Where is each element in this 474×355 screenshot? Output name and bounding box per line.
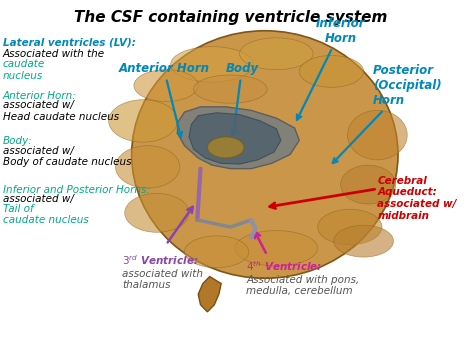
Polygon shape [178, 107, 299, 169]
Ellipse shape [347, 110, 407, 160]
Text: Inferior
Horn: Inferior Horn [297, 17, 365, 120]
Ellipse shape [341, 165, 396, 204]
Ellipse shape [184, 236, 249, 268]
Text: caudate
nucleus: caudate nucleus [3, 59, 45, 81]
Text: associated with
thalamus: associated with thalamus [122, 269, 203, 290]
Text: Body:: Body: [3, 136, 33, 146]
Ellipse shape [134, 70, 198, 102]
Text: The CSF containing ventricle system: The CSF containing ventricle system [73, 10, 387, 24]
Ellipse shape [239, 38, 313, 70]
Ellipse shape [235, 230, 318, 266]
Text: Body: Body [225, 62, 258, 135]
Text: Associated with the: Associated with the [3, 49, 109, 60]
Ellipse shape [171, 47, 253, 82]
Text: Associated with pons,
medulla, cerebellum: Associated with pons, medulla, cerebellu… [246, 275, 360, 296]
Text: Anterior Horn:: Anterior Horn: [3, 91, 77, 101]
Ellipse shape [334, 225, 393, 257]
Ellipse shape [299, 55, 364, 87]
Ellipse shape [132, 31, 398, 278]
Text: $4^{th}$ Ventricle:: $4^{th}$ Ventricle: [246, 260, 323, 273]
Ellipse shape [318, 209, 382, 245]
Text: Tail of
caudate nucleus: Tail of caudate nucleus [3, 204, 89, 225]
Text: associated w/
Head caudate nucleus: associated w/ Head caudate nucleus [3, 100, 119, 122]
Text: associated w/: associated w/ [3, 194, 77, 204]
Text: Cerebral
Aqueduct:
associated w/
midbrain: Cerebral Aqueduct: associated w/ midbrai… [377, 176, 457, 220]
Ellipse shape [208, 137, 244, 158]
Ellipse shape [193, 75, 267, 103]
Text: associated w/
Body of caudate nucleus: associated w/ Body of caudate nucleus [3, 146, 131, 167]
Polygon shape [189, 113, 281, 164]
Polygon shape [198, 277, 221, 312]
Text: $3^{rd}$ Ventricle:: $3^{rd}$ Ventricle: [122, 253, 199, 267]
Text: Anterior Horn: Anterior Horn [118, 62, 209, 137]
Ellipse shape [116, 146, 180, 188]
Ellipse shape [125, 193, 189, 232]
Ellipse shape [109, 100, 178, 142]
Text: Lateral ventricles (LV):: Lateral ventricles (LV): [3, 38, 136, 48]
Text: Posterior
(Occipital)
Horn: Posterior (Occipital) Horn [333, 64, 441, 163]
Text: Inferior and Posterior Horns:: Inferior and Posterior Horns: [3, 185, 150, 195]
